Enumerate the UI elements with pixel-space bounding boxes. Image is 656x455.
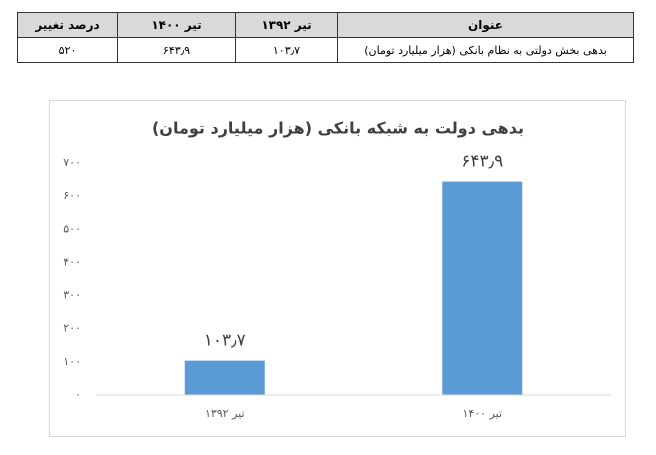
value-label: ۱۰۳٫۷ — [204, 331, 246, 351]
data-table: عنوان تیر ۱۳۹۲ تیر ۱۴۰۰ درصد تغییر بدهی … — [17, 12, 634, 63]
header-cell: تیر ۱۴۰۰ — [117, 12, 236, 38]
chart-title: بدهی دولت به شبکه بانکی (هزار میلیارد تو… — [152, 119, 524, 138]
y-tick-label: ۰ — [75, 388, 81, 401]
chart: بدهی دولت به شبکه بانکی (هزار میلیارد تو… — [63, 119, 611, 420]
y-tick-label: ۳۰۰ — [63, 289, 81, 302]
y-tick-label: ۵۰۰ — [63, 222, 81, 235]
table-row: بدهی بخش دولتی به نظام بانکی (هزار میلیا… — [17, 37, 634, 63]
bar — [184, 360, 265, 395]
y-tick-label: ۲۰۰ — [63, 322, 81, 335]
x-tick-label: تیر ۱۳۹۲ — [205, 407, 245, 420]
bar — [442, 181, 523, 395]
header-cell: درصد تغییر — [17, 12, 118, 38]
cell: ۱۰۳٫۷ — [235, 37, 338, 63]
y-tick-label: ۴۰۰ — [63, 255, 81, 268]
y-tick-label: ۱۰۰ — [63, 355, 81, 368]
cell: ۶۴۳٫۹ — [117, 37, 236, 63]
cell: بدهی بخش دولتی به نظام بانکی (هزار میلیا… — [337, 37, 634, 63]
header-cell: تیر ۱۳۹۲ — [235, 12, 338, 38]
x-tick-label: تیر ۱۴۰۰ — [462, 407, 502, 420]
value-label: ۶۴۳٫۹ — [461, 152, 503, 172]
header-cell: عنوان — [337, 12, 634, 38]
header-row: عنوان تیر ۱۳۹۲ تیر ۱۴۰۰ درصد تغییر — [17, 12, 634, 38]
cell: ۵۲۰ — [17, 37, 118, 63]
y-tick-label: ۷۰۰ — [63, 156, 81, 169]
y-tick-label: ۶۰۰ — [63, 189, 81, 202]
chart-frame: بدهی دولت به شبکه بانکی (هزار میلیارد تو… — [49, 100, 626, 437]
